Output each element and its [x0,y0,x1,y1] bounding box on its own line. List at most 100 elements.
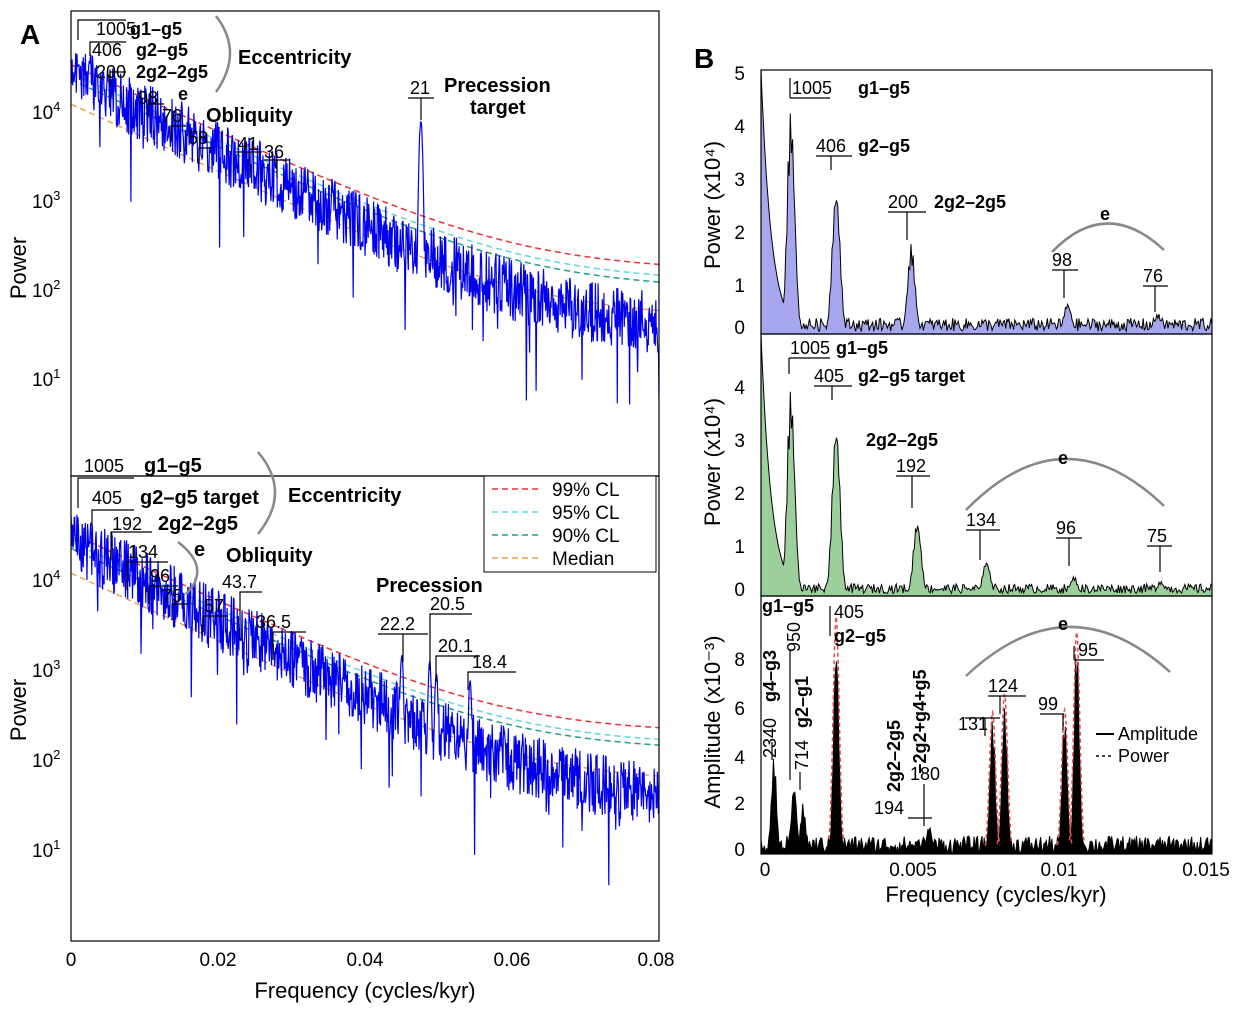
legend-a: 99% CL 95% CL 90% CL Median [483,475,657,573]
label-75-b-mid: 75 [1147,526,1167,546]
xtick-b-0.005: 0.005 [889,860,937,881]
label-43.7-a-bottom: 43.7 [222,572,257,592]
label-41-a-top: 41 [238,134,258,154]
leader-76-b-top [1143,285,1168,312]
label-2g22g5-b-top: 2g2–2g5 [934,192,1006,212]
label-g1g5-b-top: g1–g5 [858,78,910,98]
leader-22.2-a-b [378,633,428,662]
power-spectrum-line [71,53,659,405]
leader-1005-b-mid [788,357,830,374]
ytick-b-top-5: 5 [734,64,745,85]
leader-1005-a [77,19,126,40]
leader-58-a [198,147,212,164]
leader-1005-a-b [77,477,134,508]
leader-200-b-top [888,211,926,240]
label-98-b-top: 98 [1052,250,1072,270]
label-g4g3-b: g4–g3 [760,650,780,702]
label-e-b-top: e [1100,204,1110,224]
bracket-e-b-mid [965,457,1165,511]
label-g2g1-b: g2–g1 [792,676,812,728]
label-g1g5-a-bottom: g1–g5 [144,455,202,477]
label-98-a-top: 98 [138,88,158,108]
ytick-b-top-0: 0 [734,318,745,339]
label-950-b: 950 [784,622,804,652]
legend-a-label-90: 90% CL [552,526,620,547]
label-1005-b-top: 1005 [792,78,832,98]
ytick-b-top-3: 3 [734,170,745,191]
leader-21-a [408,97,434,120]
ytick-b-top-2: 2 [734,223,745,244]
cl-curve-95cl [71,72,659,276]
label-1005-a-top: 1005 [96,19,136,39]
ytick-a-top-10-2: 102 [32,277,60,302]
bracket-e-a-bottom [177,541,199,595]
label-g2g5-b: g2–g5 [834,626,886,646]
leader-99-b [1040,713,1064,730]
label-e-a-bottom: e [194,539,205,561]
xtick-b-0.01: 0.01 [1041,860,1078,881]
label-2g22g5-a-top: 2g2–2g5 [136,62,208,82]
panel-a-bottom-frame [70,475,660,942]
label-131-b: 131 [958,714,988,734]
ytick-b-top-1: 1 [734,276,745,297]
panel-a-top-ylabel: Power [6,237,31,299]
leader-76-a [170,125,186,140]
label-precession-a-bottom: Precession [376,575,483,597]
leader-1005-b-top [789,78,830,99]
label-g1g5-a-top: g1–g5 [130,19,182,39]
label-2g22g5-b-mid: 2g2–2g5 [866,430,938,450]
bracket-eccentricity-a-top [214,15,232,93]
panel-b-bottom-leaders [771,606,1171,826]
label-2g22g5-b-bottom: 2g2–2g5 [884,720,904,792]
panel-b-top-ylabel: Power (x10⁴) [700,141,725,269]
panel-a-xticks: 0 0.02 0.04 0.06 0.08 [66,950,675,971]
panel-b-xlabel: Frequency (cycles/kyr) [885,882,1106,907]
label-406-a-top: 406 [92,40,122,60]
leader-98-a [147,103,164,118]
leader-43.7-a-b [239,591,262,640]
label-96-a-bottom: 96 [150,566,170,586]
label-target-a-top: target [470,97,526,119]
ytick-b-mid-3: 3 [734,431,745,452]
panel-letter-a: A [20,19,40,50]
power-overlay-dashed [828,616,1085,846]
cl-curve-99cl [71,64,659,266]
panel-a-bottom-annotations [77,451,516,690]
leader-95-b [1073,646,1104,661]
power-spectrum-line [71,514,659,886]
ytick-b-top-4: 4 [734,117,745,138]
label-obliquity-a-top: Obliquity [206,105,294,127]
leader-134-b-mid [966,529,1000,560]
ytick-a-top-10-3: 103 [32,188,60,213]
legend-a-label-median: Median [552,549,614,570]
spectrum-area [760,333,1213,597]
label-neg2g2g4g5-b: −2g2+g4+g5 [910,669,930,774]
leader-75-b-mid [1147,545,1172,572]
label-405-a-bottom: 405 [92,488,122,508]
label-57-a-bottom: 57 [204,596,224,616]
xtick-a-0.08: 0.08 [638,950,675,971]
panel-b-bottom-ylabel: Amplitude (x10⁻³) [700,635,725,808]
leader-20.5-a-b [429,613,472,670]
label-e-b-mid: e [1058,448,1068,468]
label-134-a-bottom: 134 [128,542,158,562]
ytick-b-mid-1: 1 [734,537,745,558]
leader-124-b [988,695,1026,714]
panel-b-top-leaders [789,78,1168,312]
leader-406-a [89,41,126,56]
label-58-a-top: 58 [188,128,208,148]
label-36.5-a-bottom: 36.5 [256,612,291,632]
leader-405-a-b [91,509,134,526]
label-124-b: 124 [988,676,1018,696]
xtick-b-0.015: 0.015 [1182,860,1230,881]
label-g1g5-b-mid: g1–g5 [836,338,888,358]
spectrum-area [760,656,1213,855]
leader-36-a [264,159,290,178]
label-134-b-mid: 134 [966,510,996,530]
ytick-a-bottom-10-3: 103 [32,657,60,682]
leader-36.5-a-b [272,631,306,660]
label-1005-a-bottom: 1005 [84,456,124,476]
ytick-b-bottom-2: 2 [734,794,745,815]
label-22.2-a-bottom: 22.2 [380,614,415,634]
